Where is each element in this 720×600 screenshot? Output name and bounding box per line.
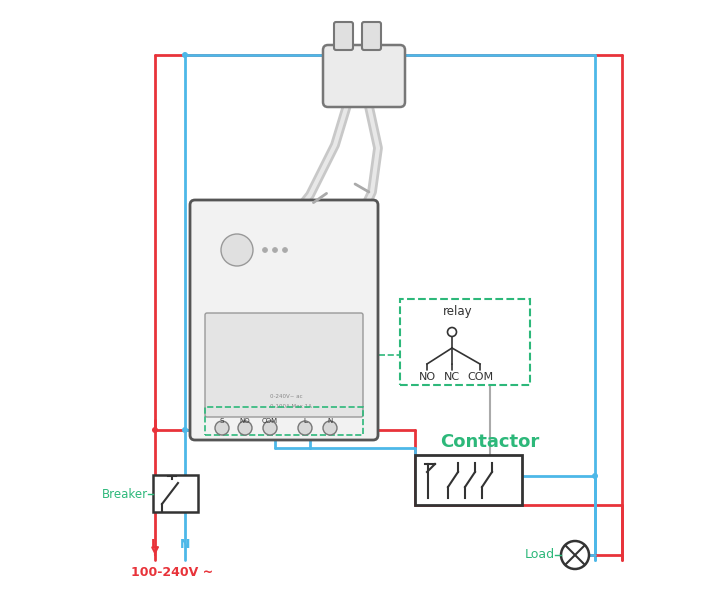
FancyBboxPatch shape xyxy=(153,475,198,512)
Circle shape xyxy=(592,473,598,479)
Text: NO: NO xyxy=(240,418,251,424)
FancyBboxPatch shape xyxy=(362,22,381,50)
Text: 100-240V ~: 100-240V ~ xyxy=(131,565,213,578)
Text: NO: NO xyxy=(418,372,436,382)
Text: COM: COM xyxy=(467,372,493,382)
Text: L: L xyxy=(151,539,159,551)
Text: N: N xyxy=(328,418,333,424)
Circle shape xyxy=(561,541,589,569)
Circle shape xyxy=(272,247,277,253)
FancyBboxPatch shape xyxy=(205,313,363,417)
Circle shape xyxy=(238,421,252,435)
Circle shape xyxy=(152,427,158,433)
FancyBboxPatch shape xyxy=(334,22,353,50)
Circle shape xyxy=(182,427,188,433)
Text: Load: Load xyxy=(525,548,555,562)
Text: N: N xyxy=(180,539,190,551)
Circle shape xyxy=(263,421,277,435)
Text: L: L xyxy=(303,418,307,424)
FancyBboxPatch shape xyxy=(190,200,378,440)
Text: S: S xyxy=(220,418,224,424)
Circle shape xyxy=(221,234,253,266)
Circle shape xyxy=(323,421,337,435)
Text: COM: COM xyxy=(262,418,278,424)
Circle shape xyxy=(182,52,188,58)
Circle shape xyxy=(448,328,456,337)
Text: 0-240V~ ac: 0-240V~ ac xyxy=(270,395,302,400)
FancyBboxPatch shape xyxy=(415,455,522,505)
Circle shape xyxy=(298,421,312,435)
Circle shape xyxy=(215,421,229,435)
Text: 0-100A Max 1A: 0-100A Max 1A xyxy=(270,404,312,409)
FancyBboxPatch shape xyxy=(323,45,405,107)
Text: Breaker: Breaker xyxy=(102,487,148,500)
Text: NC: NC xyxy=(444,372,460,382)
Text: Contactor: Contactor xyxy=(441,433,539,451)
Circle shape xyxy=(263,247,268,253)
Text: relay: relay xyxy=(443,305,472,319)
Circle shape xyxy=(282,247,287,253)
